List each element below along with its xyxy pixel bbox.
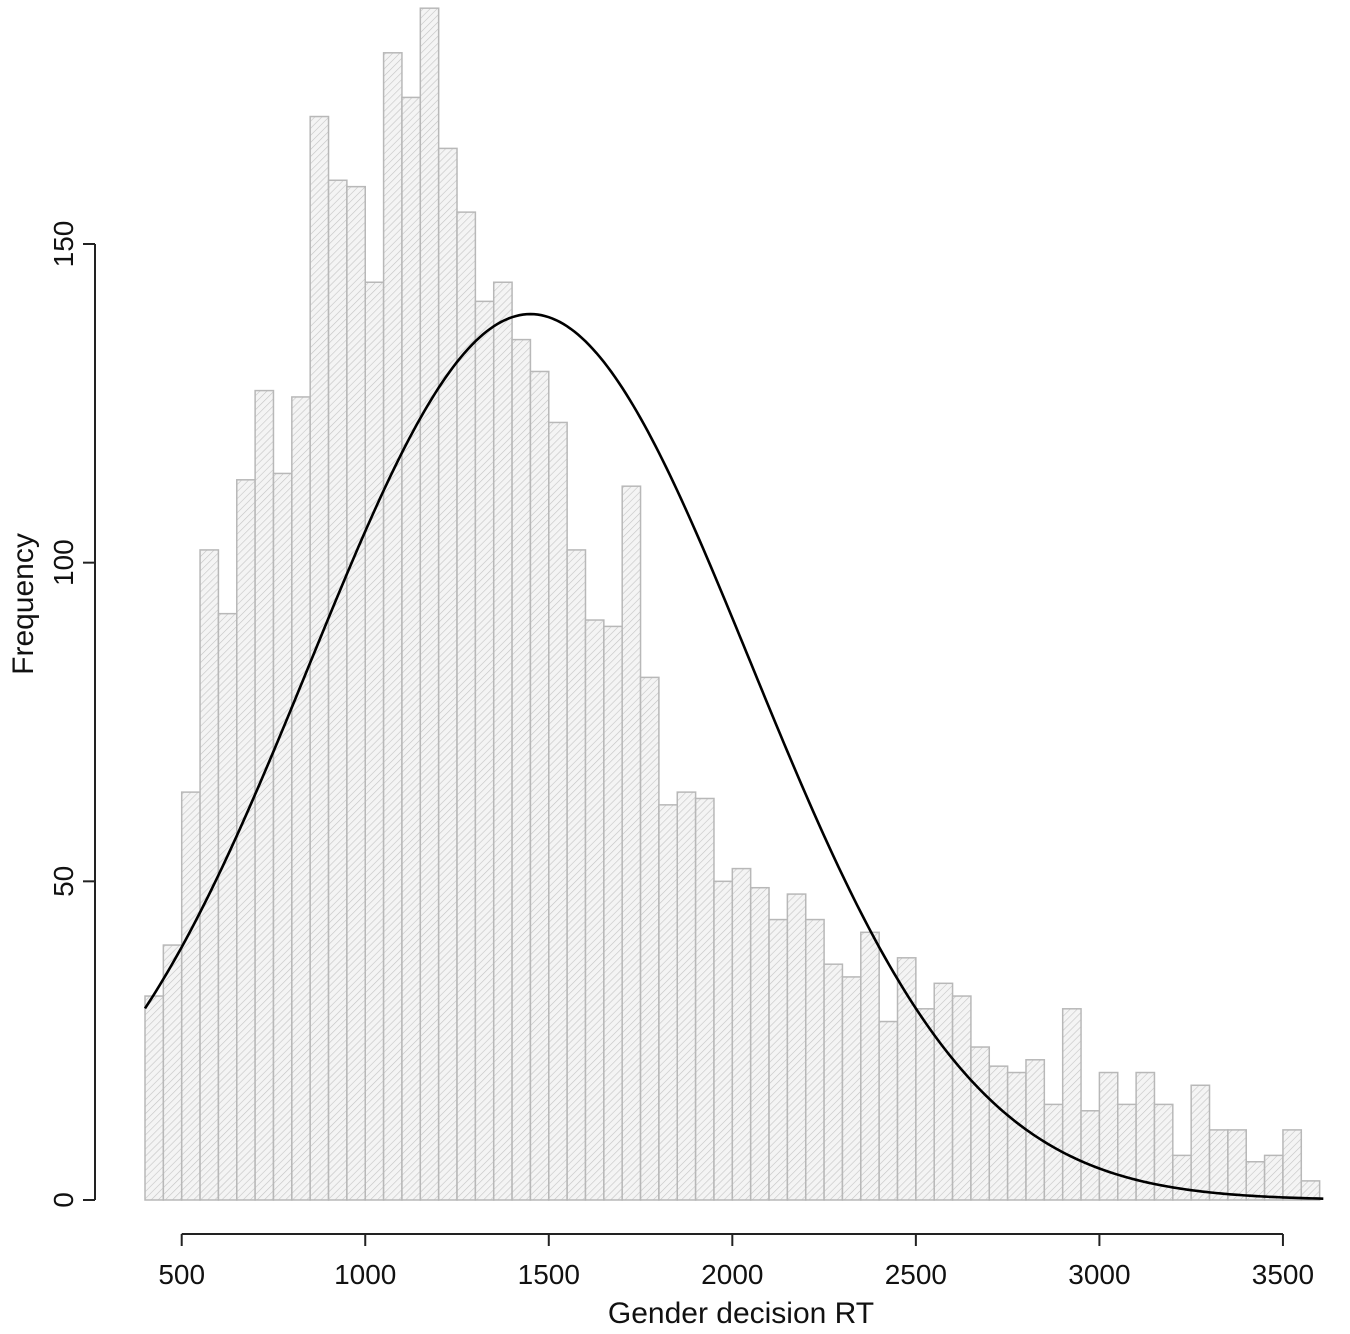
x-tick-label: 3500 — [1252, 1259, 1314, 1290]
histogram-bar — [878, 1020, 899, 1201]
y-tick-label: 100 — [48, 539, 79, 586]
histogram-bar — [437, 147, 458, 1201]
histogram-bar — [1245, 1161, 1266, 1201]
histogram-bar — [401, 96, 422, 1201]
histogram-bar — [566, 549, 587, 1201]
histogram-bar — [786, 893, 807, 1201]
histogram-bar — [768, 918, 789, 1201]
histogram-bar — [970, 1046, 991, 1201]
histogram-bar — [584, 619, 605, 1201]
histogram-bar — [1117, 1103, 1137, 1201]
y-axis-title: Frequency — [7, 533, 40, 675]
y-tick-label: 150 — [48, 221, 79, 268]
histogram-bar — [199, 549, 220, 1201]
x-tick-label: 3000 — [1068, 1259, 1130, 1290]
histogram-bar — [676, 791, 697, 1201]
x-tick-label: 500 — [158, 1259, 205, 1290]
histogram-bars — [144, 7, 1321, 1201]
histogram-bar — [217, 612, 238, 1201]
histogram-bar — [933, 982, 954, 1201]
histogram-bar — [1208, 1129, 1229, 1201]
histogram-bar — [529, 370, 550, 1201]
histogram-bar — [915, 1008, 935, 1201]
x-axis: 500 1000 1500 2000 2500 3000 3500 — [158, 1233, 1314, 1290]
histogram-bar — [951, 995, 972, 1201]
histogram-bar — [364, 281, 385, 1201]
histogram-bar — [1263, 1154, 1284, 1201]
histogram-bar — [511, 338, 532, 1201]
x-axis-title: Gender decision RT — [608, 1297, 874, 1330]
histogram-bar — [327, 179, 348, 1201]
histogram-bar — [1098, 1071, 1119, 1201]
x-tick-label: 1500 — [518, 1259, 580, 1290]
histogram-bar — [749, 886, 770, 1201]
histogram-bar — [291, 396, 311, 1201]
x-tick-label: 2500 — [885, 1259, 947, 1290]
histogram-bar — [823, 963, 844, 1201]
histogram-bar — [1190, 1084, 1211, 1201]
histogram-bar — [272, 472, 293, 1201]
histogram-bar — [988, 1065, 1009, 1201]
histogram-bar — [548, 421, 568, 1201]
histogram-bar — [144, 995, 165, 1201]
histogram-bar — [1172, 1154, 1192, 1201]
x-tick-label: 1000 — [334, 1259, 396, 1290]
histogram-bar — [804, 918, 825, 1201]
y-axis: 0 50 100 150 — [48, 221, 96, 1208]
y-tick-label: 0 — [48, 1192, 79, 1208]
histogram-bar — [841, 976, 862, 1201]
histogram-bar — [603, 625, 623, 1201]
histogram-bar — [694, 797, 715, 1201]
histogram-bar — [236, 479, 256, 1201]
histogram-bar — [1061, 1008, 1082, 1201]
histogram-bar — [1227, 1129, 1247, 1201]
histogram-bar — [713, 880, 734, 1201]
histogram-bar — [346, 185, 366, 1201]
histogram-bar — [1153, 1103, 1174, 1201]
histogram-bar — [382, 52, 403, 1201]
density-curve — [143, 312, 1324, 1200]
histogram-bar — [860, 931, 880, 1201]
histogram-bar — [731, 867, 752, 1201]
histogram-bar — [1300, 1180, 1321, 1201]
histogram-bar — [254, 389, 275, 1201]
histogram-bar — [180, 791, 201, 1201]
histogram-bar — [1282, 1129, 1303, 1201]
histogram-bar — [162, 944, 183, 1201]
y-tick-label: 50 — [48, 866, 79, 897]
histogram-bar — [621, 485, 642, 1201]
histogram-bar — [492, 281, 513, 1201]
x-tick-label: 2000 — [701, 1259, 763, 1290]
histogram-bar — [419, 7, 440, 1201]
histogram-bar — [639, 676, 660, 1201]
histogram-bar — [1080, 1110, 1101, 1201]
histogram-bar — [474, 300, 495, 1201]
histogram-bar — [658, 804, 679, 1201]
histogram-bar — [1006, 1071, 1027, 1201]
